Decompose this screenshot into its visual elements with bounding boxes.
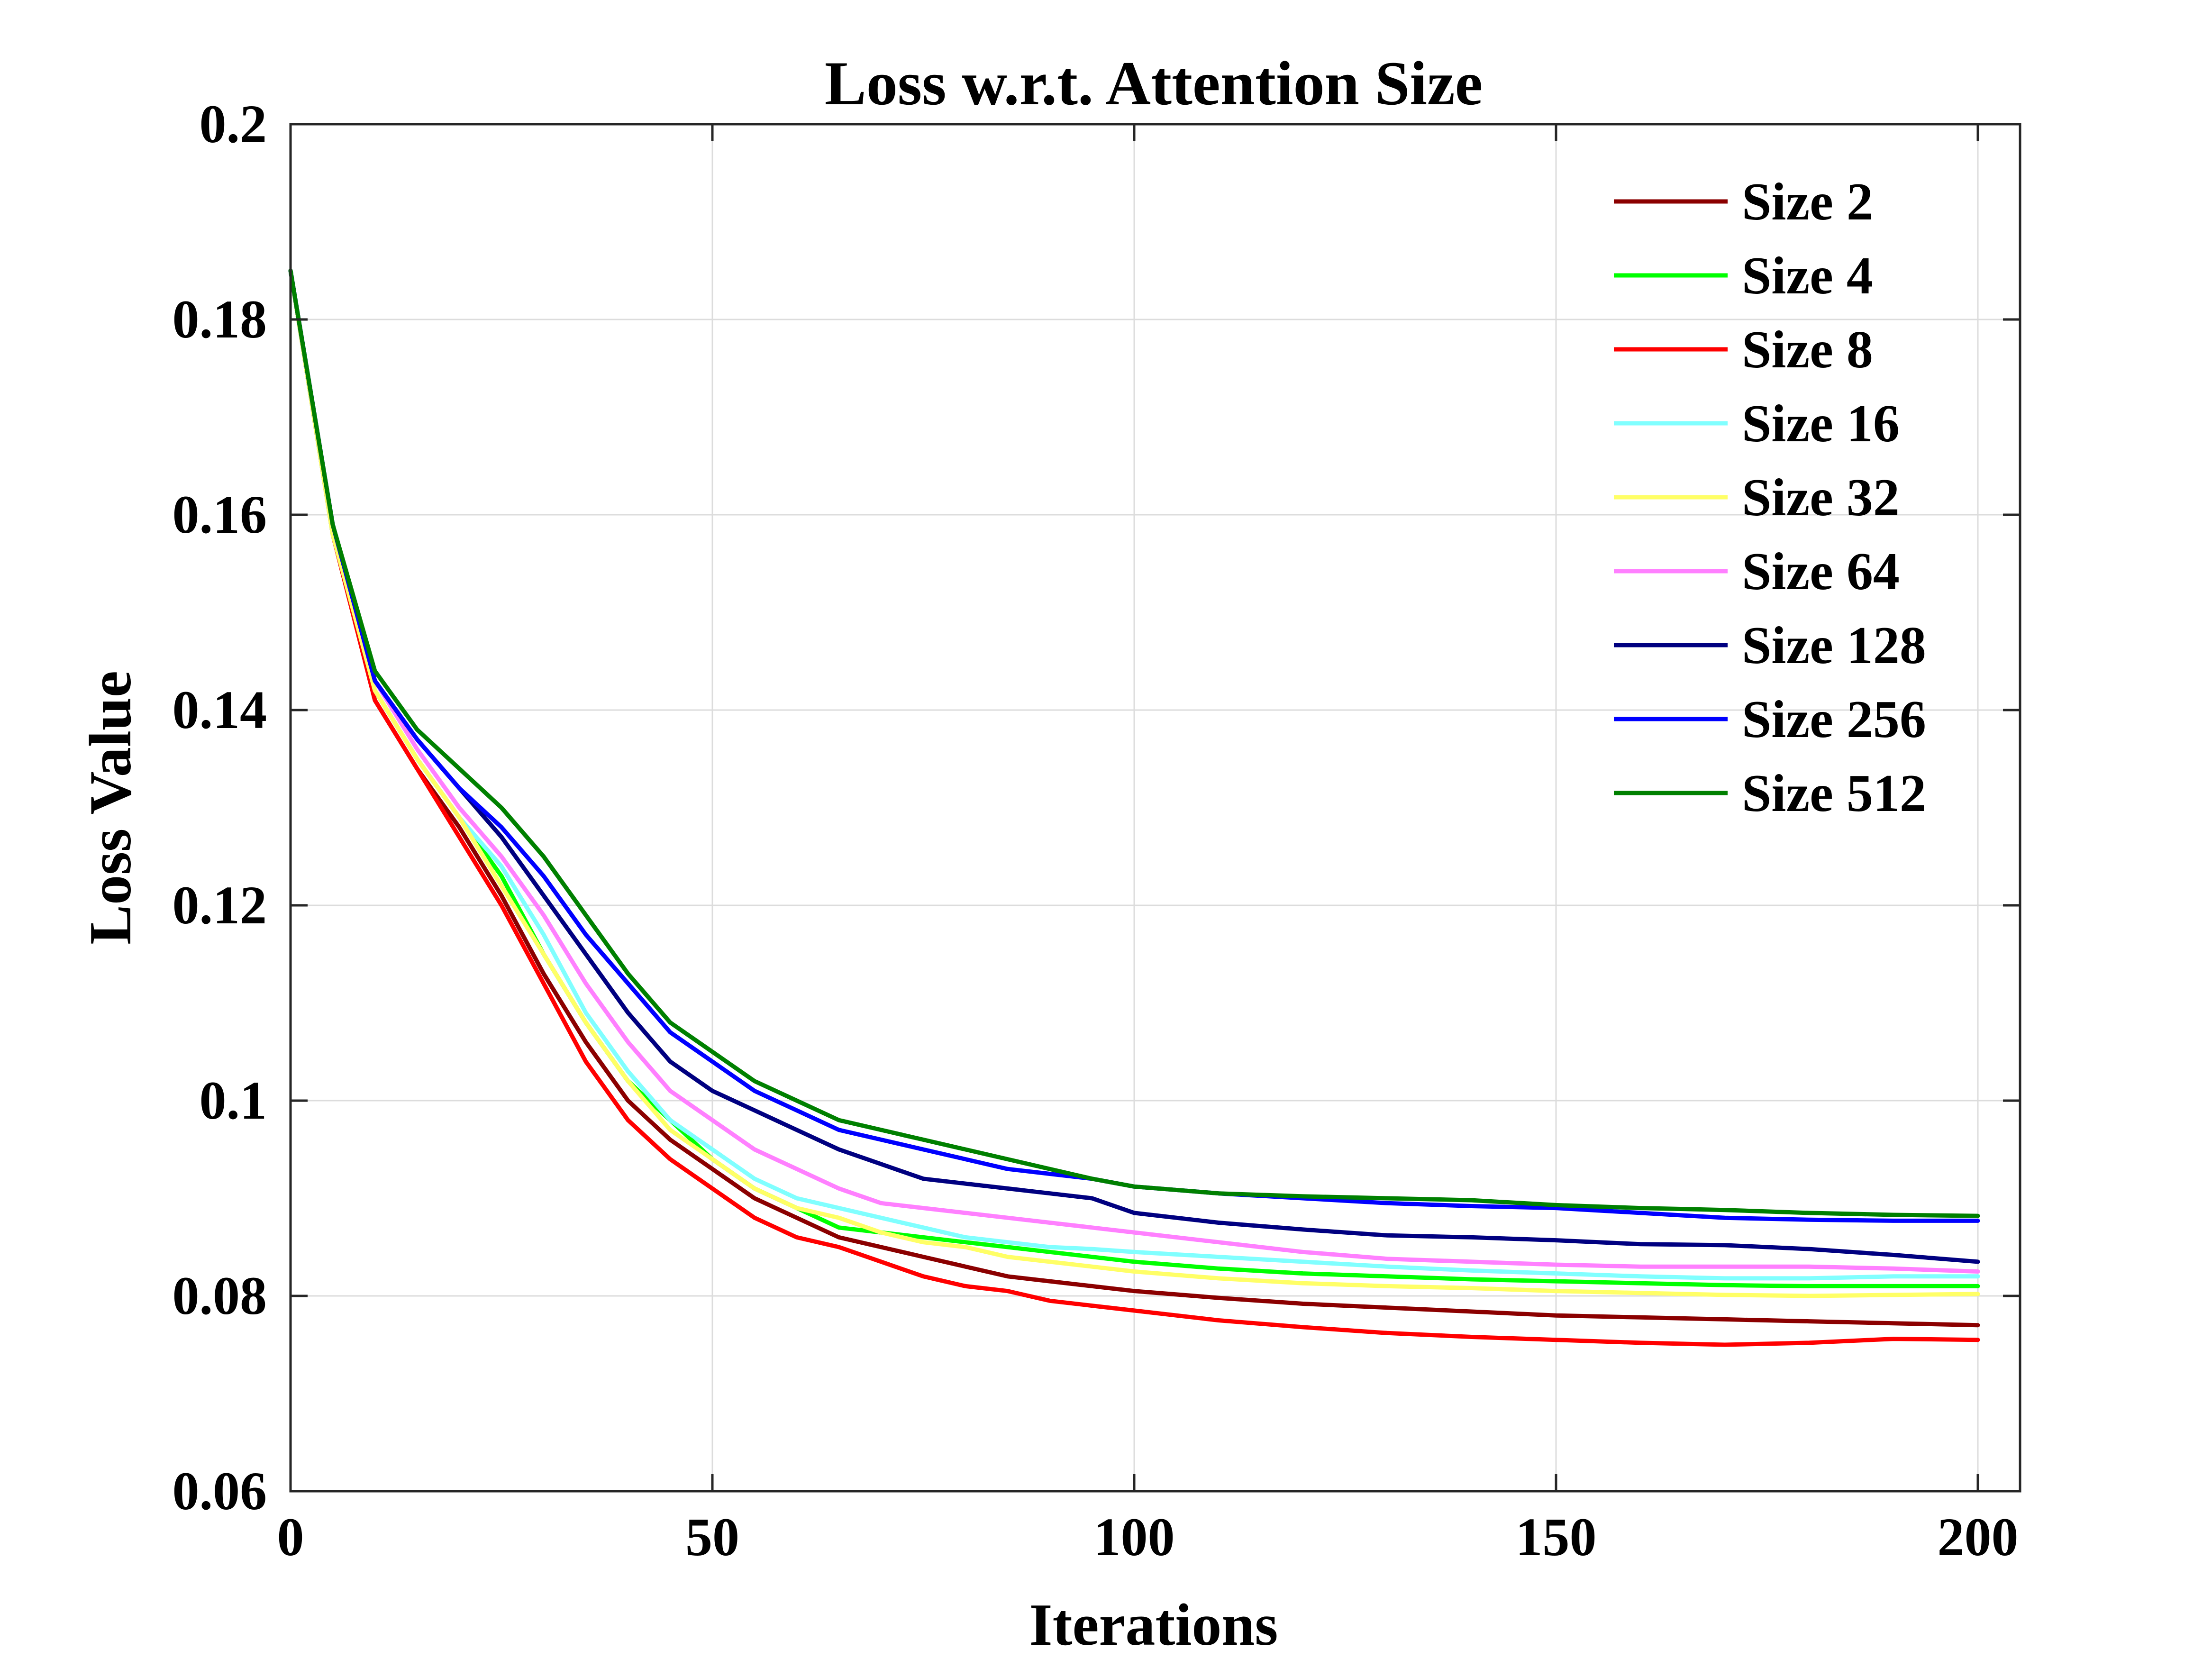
x-tick-label: 50 [685,1507,739,1567]
legend-label: Size 8 [1742,320,1873,379]
series-line-size-128 [288,268,1980,1264]
legend-label: Size 4 [1742,246,1873,305]
legend-label: Size 128 [1742,616,1926,675]
plot-series [288,268,1980,1347]
series-line-size-2 [288,268,1980,1328]
legend-label: Size 512 [1742,764,1926,823]
series-line-size-16 [288,268,1980,1281]
y-axis-label: Loss Value [78,671,144,945]
x-axis-ticks: 0 50 100 150 200 [277,124,2019,1567]
x-tick-label: 200 [1938,1507,2019,1567]
series-line-size-512 [288,268,1980,1218]
y-tick-label: 0.06 [173,1461,267,1521]
legend-label: Size 16 [1742,394,1900,453]
legend-label: Size 256 [1742,690,1926,749]
series-line-size-4 [288,268,1980,1288]
chart-title: Loss w.r.t. Attention Size [825,48,1483,118]
y-axis-ticks: 0.06 0.08 0.1 0.12 0.14 0.16 0.18 0.2 [173,94,2020,1521]
y-tick-label: 0.18 [173,289,267,349]
plot-frame [289,123,2021,1493]
series-line-size-32 [288,268,1980,1298]
y-tick-label: 0.14 [173,680,267,740]
series-line-size-8 [288,268,1980,1347]
legend: Size 2 Size 4 Size 8 Size 16 Size 32 Size 64 S… [1614,173,1926,823]
x-tick-label: 150 [1516,1507,1597,1567]
y-tick-label: 0.12 [173,875,267,935]
legend-label: Size 64 [1742,542,1900,601]
series-line-size-64 [288,268,1980,1274]
x-tick-label: 100 [1094,1507,1175,1567]
series-line-size-256 [288,268,1980,1223]
y-tick-label: 0.2 [200,94,267,154]
y-tick-label: 0.16 [173,484,267,545]
x-tick-label: 0 [277,1507,304,1567]
y-tick-label: 0.08 [173,1266,267,1326]
x-axis-label: Iterations [1029,1592,1278,1658]
y-tick-label: 0.1 [200,1070,267,1130]
legend-label: Size 32 [1742,468,1900,527]
legend-label: Size 2 [1742,173,1873,231]
